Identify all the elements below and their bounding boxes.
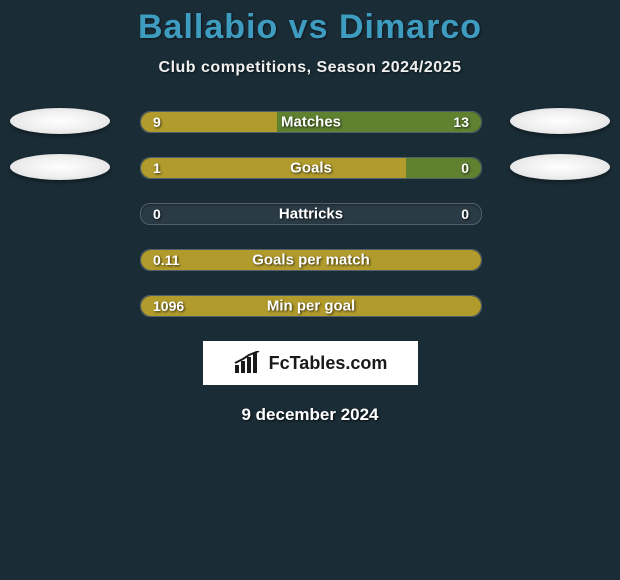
- brand-logo-text: FcTables.com: [269, 353, 388, 374]
- bar-right-value: 0: [461, 206, 469, 222]
- bar-label: Goals: [290, 160, 332, 177]
- comparison-infographic: Ballabio vs Dimarco Club competitions, S…: [0, 8, 620, 580]
- bar-left-value: 0: [153, 206, 161, 222]
- player-left-ellipse: [10, 154, 110, 180]
- bar-label: Min per goal: [267, 298, 355, 315]
- stat-row: 1096 Min per goal: [0, 295, 620, 315]
- bar-left-value: 9: [153, 114, 161, 130]
- bar-right-value: 13: [453, 114, 469, 130]
- bar-track: 1 Goals 0: [140, 157, 482, 179]
- stat-row: 1 Goals 0: [0, 157, 620, 177]
- stat-row: 0 Hattricks 0: [0, 203, 620, 223]
- bar-right-fill: [406, 158, 481, 178]
- bar-track: 9 Matches 13: [140, 111, 482, 133]
- player-left-ellipse: [10, 108, 110, 134]
- bar-left-value: 1: [153, 160, 161, 176]
- bar-label: Matches: [281, 114, 341, 131]
- bar-left-value: 1096: [153, 298, 184, 314]
- bar-track: 1096 Min per goal: [140, 295, 482, 317]
- stats-rows: 9 Matches 13 1 Goals 0 0 Ha: [0, 111, 620, 315]
- bar-left-value: 0.11: [153, 252, 179, 268]
- brand-logo: FcTables.com: [203, 341, 418, 385]
- bar-right-value: 0: [461, 160, 469, 176]
- bar-track: 0 Hattricks 0: [140, 203, 482, 225]
- bar-label: Hattricks: [279, 206, 343, 223]
- bar-track: 0.11 Goals per match: [140, 249, 482, 271]
- player-right-ellipse: [510, 108, 610, 134]
- player-right-ellipse: [510, 154, 610, 180]
- chart-icon: [233, 351, 263, 375]
- stat-row: 9 Matches 13: [0, 111, 620, 131]
- stat-row: 0.11 Goals per match: [0, 249, 620, 269]
- bar-label: Goals per match: [252, 252, 370, 269]
- page-subtitle: Club competitions, Season 2024/2025: [0, 59, 620, 77]
- bar-left-fill: [141, 112, 277, 132]
- bar-left-fill: [141, 158, 406, 178]
- page-title: Ballabio vs Dimarco: [0, 8, 620, 47]
- footer-date: 9 december 2024: [0, 405, 620, 425]
